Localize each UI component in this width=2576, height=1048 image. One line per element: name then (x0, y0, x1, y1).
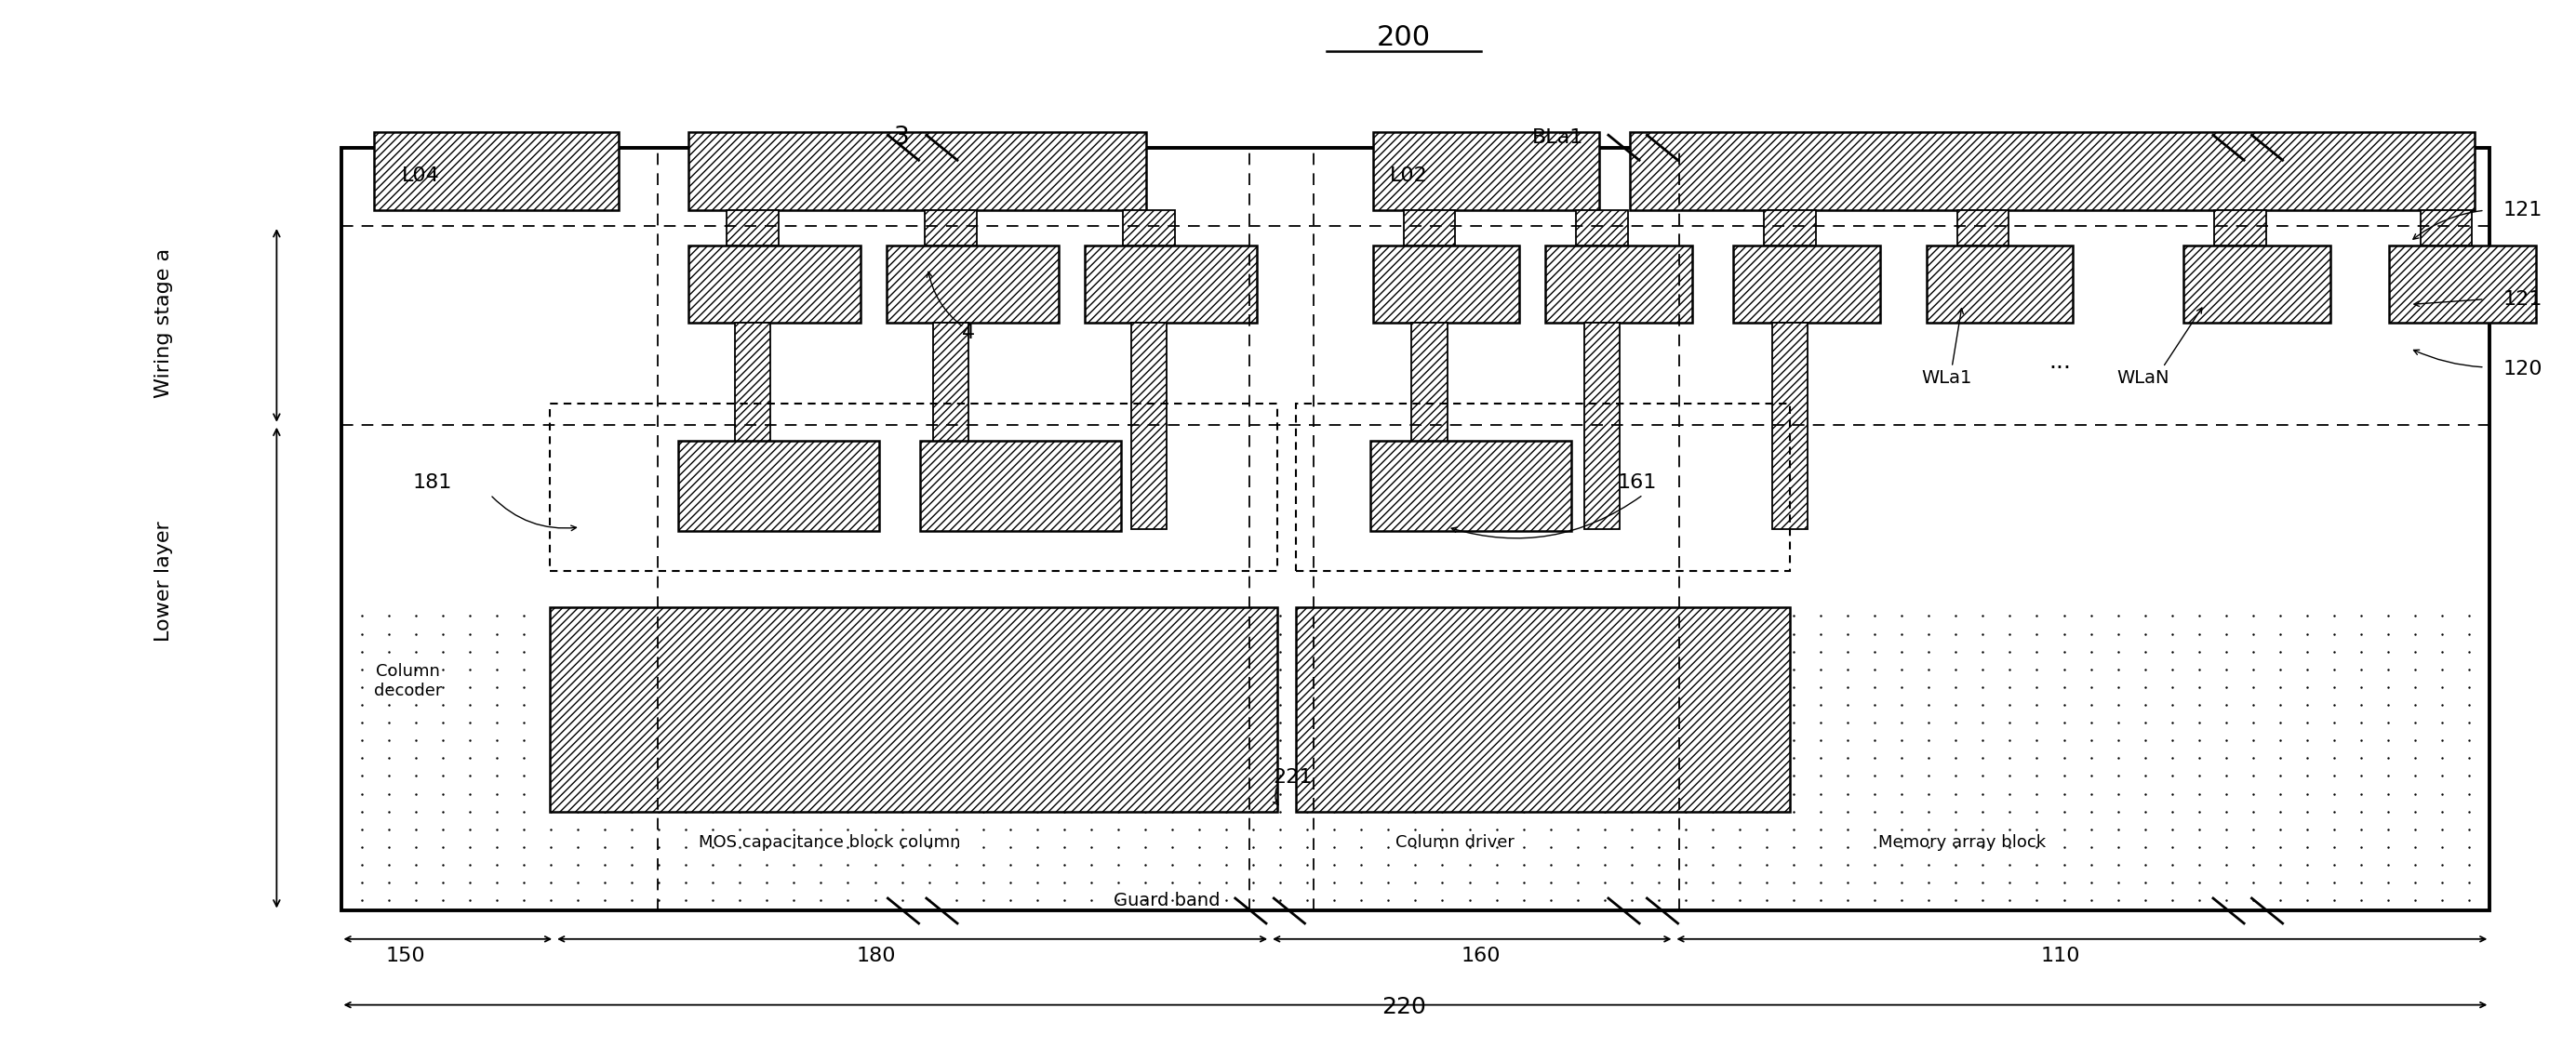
Bar (933, 322, 969, 529)
Text: 220: 220 (1381, 996, 1427, 1019)
Bar (1370, 440, 1571, 531)
Bar (1631, 132, 2476, 211)
Bar (1373, 132, 1600, 211)
Text: MOS capacitance block column: MOS capacitance block column (698, 834, 961, 851)
Bar (1131, 322, 1167, 529)
Text: 3: 3 (894, 125, 909, 149)
Bar (1084, 246, 1257, 322)
Text: 150: 150 (386, 946, 425, 965)
Text: 120: 120 (2504, 359, 2543, 378)
Bar (1584, 322, 1620, 529)
Bar (1296, 403, 1790, 571)
Text: BLa1: BLa1 (1533, 128, 1584, 147)
Text: Guard band: Guard band (1113, 892, 1221, 910)
Text: 180: 180 (855, 946, 896, 965)
Text: 121: 121 (2504, 201, 2543, 220)
Bar (2215, 211, 2267, 246)
Bar (1927, 246, 2074, 322)
Bar (1734, 246, 1880, 322)
Text: Lower layer: Lower layer (155, 521, 173, 641)
Text: Memory array block: Memory array block (1878, 834, 2045, 851)
Text: Column driver: Column driver (1396, 834, 1515, 851)
Bar (1958, 211, 2009, 246)
Bar (726, 211, 778, 246)
Bar (677, 440, 878, 531)
Bar (549, 403, 1278, 571)
Bar (734, 322, 770, 529)
Text: 121: 121 (2504, 290, 2543, 308)
Bar (2421, 211, 2473, 246)
Bar (1373, 246, 1520, 322)
Bar (374, 132, 618, 211)
Bar (1412, 322, 1448, 529)
Bar (886, 246, 1059, 322)
Text: WLaN: WLaN (2117, 369, 2169, 387)
Text: ...: ... (2048, 351, 2071, 373)
Bar (1772, 322, 1808, 529)
Bar (1577, 211, 1628, 246)
Text: 200: 200 (1376, 24, 1430, 51)
Text: WLa1: WLa1 (1922, 369, 1971, 387)
Bar (1765, 211, 1816, 246)
Text: Column
decoder: Column decoder (374, 662, 443, 699)
Text: L04: L04 (402, 167, 440, 185)
Bar (2391, 246, 2537, 322)
Text: 161: 161 (1618, 473, 1656, 492)
Bar (1296, 608, 1790, 811)
Bar (340, 148, 2491, 911)
Text: 221: 221 (1273, 768, 1311, 786)
Bar (549, 608, 1278, 811)
Bar (688, 246, 860, 322)
Text: 181: 181 (412, 473, 451, 492)
Bar (920, 440, 1121, 531)
Bar (2184, 246, 2331, 322)
Text: 160: 160 (1461, 946, 1502, 965)
Text: Wiring stage a: Wiring stage a (155, 248, 173, 398)
Text: 110: 110 (2040, 946, 2079, 965)
Text: 4: 4 (963, 324, 976, 342)
Bar (1123, 211, 1175, 246)
Bar (1404, 211, 1455, 246)
Text: L02: L02 (1391, 167, 1427, 185)
Bar (1546, 246, 1692, 322)
Bar (925, 211, 976, 246)
Bar (688, 132, 1146, 211)
